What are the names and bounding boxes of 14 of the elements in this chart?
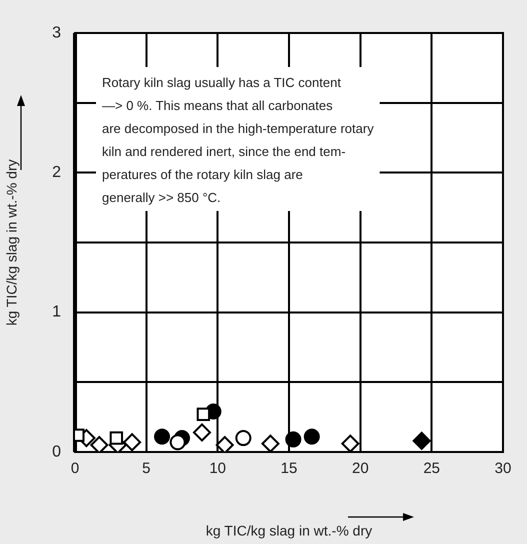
x-tick-label: 15 bbox=[280, 460, 298, 478]
x-tick-label: 5 bbox=[142, 460, 151, 478]
x-tick-label: 25 bbox=[423, 460, 440, 478]
annotation: Rotary kiln slag usually has a TIC content —> 0 %. This means that all carbonates are decomposed in the high-temperature rotary kiln and rendered inert, since the end tem- peratures of the rotary kiln slag are generally >> 850 °C. bbox=[102, 75, 374, 205]
x-tick-label: 0 bbox=[70, 460, 80, 478]
y-tick-label: 2 bbox=[52, 164, 62, 182]
y-tick-label: 3 bbox=[52, 24, 62, 42]
x-tick-label: 20 bbox=[352, 460, 369, 478]
y-tick-label: 1 bbox=[52, 304, 62, 321]
y-tick-label: 0 bbox=[52, 443, 62, 460]
y-axis-title: kg TIC/kg slag in wt.-% dry bbox=[3, 159, 20, 326]
x-tick-label: 30 bbox=[494, 460, 512, 478]
x-axis-title: kg TIC/kg slag in wt.-% dry bbox=[206, 522, 372, 538]
x-tick-label: 10 bbox=[209, 460, 226, 478]
